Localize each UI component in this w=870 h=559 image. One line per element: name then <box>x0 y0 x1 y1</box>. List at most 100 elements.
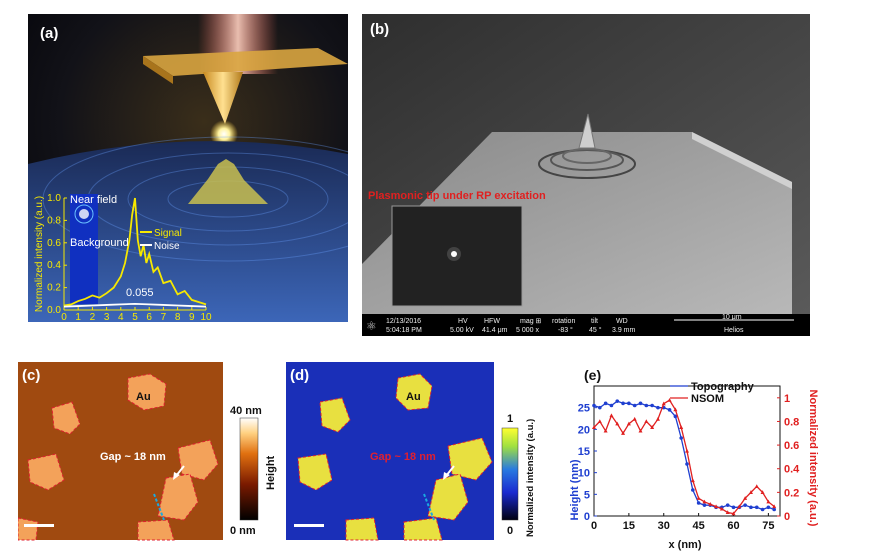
surface-peak <box>188 159 268 204</box>
a-x-tick-label: 4 <box>118 312 124 322</box>
a-x-tick-label: 10 <box>200 312 212 322</box>
e-point-topography <box>702 503 707 507</box>
e-series-topography <box>593 400 775 511</box>
e-point-nsom <box>650 425 655 429</box>
e-point-nsom <box>714 504 719 509</box>
panel-d-label: (d) <box>290 367 309 384</box>
e-y-right-tick-label: 1 <box>784 393 790 405</box>
e-point-nsom <box>615 421 620 426</box>
e-legend-nsom: NSOM <box>691 393 724 405</box>
e-point-topography <box>603 401 608 406</box>
panel-a: 0123456789100.00.20.40.60.81.0Crossline … <box>28 14 414 334</box>
a-x-tick-label: 5 <box>132 312 138 322</box>
e-point-nsom <box>661 401 666 406</box>
a-x-tick-label: 1 <box>75 312 81 322</box>
e-point-nsom <box>719 506 724 511</box>
e-x-tick-label: 60 <box>727 520 739 532</box>
a-y-tick-label: 0.0 <box>47 305 61 316</box>
e-point-nsom <box>626 421 631 426</box>
sample-surface <box>28 141 348 322</box>
e-point-nsom <box>609 413 614 418</box>
gap-label-d: Gap ~ 18 nm <box>370 451 436 463</box>
e-point-nsom <box>743 496 748 500</box>
e-y-left-tick-label: 20 <box>578 424 590 436</box>
legend-signal: Signal <box>154 228 182 239</box>
e-y-left-tick-label: 25 <box>578 403 590 415</box>
a-series-noise <box>63 302 207 308</box>
a-y-tick-label: 0.8 <box>47 215 61 226</box>
background-label: Background <box>70 237 129 249</box>
e-point-topography <box>615 399 620 403</box>
e-y-right-tick-label: 0 <box>784 511 790 523</box>
e-point-nsom <box>673 407 678 412</box>
sem-time: 5:04:18 PM <box>386 327 422 334</box>
panel-b-label: (b) <box>370 21 389 38</box>
e-point-nsom <box>638 428 643 433</box>
near-field-spot <box>210 120 238 148</box>
e-point-topography <box>650 403 654 408</box>
e-point-topography <box>772 507 776 512</box>
e-point-topography <box>743 503 747 507</box>
panel-c-figure: (c) Au Gap ~ 18 nm 40 nm 0 nm Height <box>17 362 277 541</box>
e-point-topography <box>656 405 660 410</box>
e-y-right-tick-label: 0.8 <box>784 416 799 428</box>
au-particles <box>17 373 219 541</box>
e-point-topography <box>673 414 678 419</box>
plasmonic-cone <box>538 113 636 179</box>
e-point-topography <box>667 408 672 412</box>
e-point-nsom <box>644 419 649 424</box>
sem-mag: 5 000 x <box>516 327 539 334</box>
panel-e-label: (e) <box>584 367 601 383</box>
a-series-signal <box>63 197 207 307</box>
e-point-topography <box>609 403 614 408</box>
e-series-nsom <box>593 399 775 515</box>
panel-e: (e) Height (nm) Normalized intensity (a.… <box>548 358 858 554</box>
e-point-nsom <box>708 501 713 506</box>
a-x-tick-label: 0 <box>61 312 67 322</box>
e-point-topography <box>638 401 643 406</box>
e-point-nsom <box>725 510 730 515</box>
colorbar-max-c: 40 nm <box>230 405 262 417</box>
rotation-label: rotation <box>552 318 575 325</box>
e-x-tick-label: 75 <box>762 520 774 532</box>
e-x-tick-label: 30 <box>658 520 670 532</box>
e-point-nsom <box>731 511 736 516</box>
au-label-d: Au <box>406 391 421 403</box>
probe-tip <box>203 72 243 124</box>
e-legend-topography: Topography <box>691 381 755 393</box>
e-point-nsom <box>766 499 771 504</box>
e-point-topography <box>644 403 649 408</box>
e-point-topography <box>696 501 701 505</box>
e-point-nsom <box>667 397 672 402</box>
e-point-nsom <box>760 490 765 494</box>
panel-d-figure: (d) Au Gap ~ 18 nm 1 0 Normalized intens… <box>286 362 536 541</box>
au-label-c: Au <box>136 391 151 403</box>
panel-a-label: (a) <box>40 25 58 42</box>
e-right-ylabel: Normalized intensity (a.u.) <box>807 390 819 527</box>
gap-label-c: Gap ~ 18 nm <box>100 451 166 463</box>
a-x-tick-label: 6 <box>146 312 152 322</box>
inset-caption: Plasmonic tip under RP excitation <box>368 190 546 202</box>
e-point-nsom <box>696 496 701 500</box>
e-point-nsom <box>655 416 660 421</box>
sem-wd: 3.9 mm <box>612 327 636 334</box>
fei-logo-icon: ⚛ <box>366 319 377 333</box>
tilt-label: tilt <box>591 318 598 325</box>
colorbar-min-c: 0 nm <box>230 525 256 537</box>
e-xlabel: x (nm) <box>669 539 702 551</box>
panel-c-label: (c) <box>22 367 40 384</box>
e-point-topography <box>725 503 730 507</box>
hfw-label: HFW <box>484 318 500 325</box>
sem-date: 12/13/2016 <box>386 318 421 325</box>
e-point-topography <box>691 488 695 492</box>
e-point-nsom <box>621 431 626 435</box>
inset-dark-image <box>391 205 523 307</box>
e-point-nsom <box>702 499 707 504</box>
scale-bar-d <box>294 524 324 527</box>
e-point-topography <box>760 507 765 512</box>
height-colorbar <box>239 417 259 521</box>
noise-annotation: 0.055 <box>126 287 154 299</box>
e-point-nsom <box>632 416 637 421</box>
e-x-tick-label: 45 <box>693 520 705 532</box>
e-y-left-tick-label: 15 <box>578 446 590 458</box>
